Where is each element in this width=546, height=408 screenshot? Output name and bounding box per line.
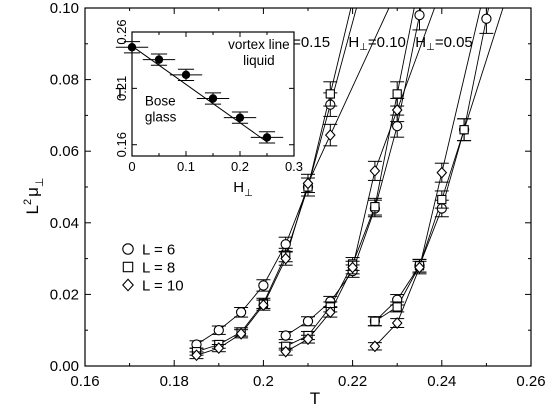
circle-marker [481, 13, 492, 24]
legend: L = 6L = 8L = 10 [122, 242, 184, 295]
diamond-marker [436, 166, 448, 179]
diamond-marker [347, 261, 358, 274]
legend-diamond-icon [122, 278, 134, 292]
square-marker [370, 202, 380, 212]
inset-y-tick-label: 0.21 [114, 76, 129, 101]
y-tick-label: 0.00 [50, 358, 79, 375]
y-tick-label: 0.10 [50, 0, 79, 17]
circle-marker [280, 239, 291, 250]
inset-data-point [235, 113, 245, 122]
legend-square-icon [122, 261, 134, 273]
inset-data-point [181, 70, 191, 80]
inset-x-tick-label: 0 [128, 159, 135, 174]
inset-x-tick-label: 0.1 [177, 159, 195, 174]
square-marker [370, 316, 380, 326]
diamond-marker [280, 345, 292, 358]
diamond-marker [324, 306, 336, 319]
annotation-h: H [415, 34, 426, 51]
diamond-marker [369, 164, 381, 177]
x-tick-label: 0.18 [160, 373, 189, 390]
legend-label: L = 10 [142, 278, 184, 295]
annotation-value: =0.10 [368, 34, 406, 51]
main-y-label-main: L [23, 205, 42, 214]
annotation-value: =0.05 [435, 34, 473, 51]
diamond-marker [235, 327, 247, 340]
legend-label: L = 6 [142, 242, 175, 259]
square-marker [392, 302, 402, 312]
vortex-liquid-label: liquid [243, 53, 275, 68]
inset-x-tick-label: 0.3 [285, 159, 303, 174]
inset-y-tick-label: 0.16 [114, 132, 129, 157]
square-marker [325, 89, 335, 99]
inset-x-label-sub: ⊥ [244, 188, 253, 199]
x-tick-label: 0.24 [427, 373, 456, 390]
diamond-marker [324, 129, 336, 142]
bose-glass-label: Bose [145, 93, 176, 108]
diamond-marker [414, 261, 425, 274]
circle-marker [258, 280, 269, 291]
square-marker [392, 89, 402, 99]
circle-marker [302, 316, 314, 327]
inset-x-label-main: H [233, 179, 244, 196]
main-y-label-tail: μ [23, 187, 42, 197]
inset-data-point [127, 43, 137, 52]
inset-data-point [262, 133, 272, 142]
x-tick-label: 0.22 [338, 373, 367, 390]
inset-y-axis-label: T [115, 85, 124, 102]
main-y-label-sub: ⊥ [34, 178, 46, 188]
inset-fit-line [131, 45, 268, 143]
main-x-axis-label: T [310, 389, 320, 408]
circle-marker [280, 330, 291, 341]
circle-marker [414, 10, 425, 21]
inset-x-tick-label: 0.2 [231, 159, 249, 174]
circle-marker [235, 307, 247, 318]
legend-circle-icon [122, 243, 134, 255]
x-tick-label: 0.26 [516, 373, 545, 390]
main-plot-area: 0.16 0.18 0.2 0.22 0.24 0.26 0.00 0.02 0.04 0.06 0… [50, 0, 546, 390]
diamond-marker [280, 252, 292, 265]
diamond-marker [302, 177, 314, 190]
svg-text:L2μ⊥: L2 μ⊥ [22, 178, 46, 215]
field-annotation: H⊥=0.10 [348, 34, 406, 53]
square-marker [459, 125, 469, 135]
data-markers [189, 8, 494, 362]
diamond-marker [391, 317, 403, 329]
diamond-marker [369, 340, 381, 353]
x-tick-label: 0.16 [70, 373, 99, 390]
main-y-label-sup: 2 [22, 199, 34, 205]
annotation-h: H [348, 34, 359, 51]
circle-marker [213, 325, 224, 336]
square-marker [437, 194, 447, 205]
diamond-marker [302, 333, 314, 346]
x-tick-label: 0.2 [253, 373, 274, 390]
y-tick-label: 0.06 [50, 143, 79, 160]
annotation-value: =0.15 [292, 34, 330, 51]
diamond-marker [213, 342, 225, 355]
legend-label: L = 8 [142, 260, 175, 277]
inset-data-point [208, 94, 218, 103]
vortex-liquid-label: vortex line [228, 37, 290, 52]
circle-marker [392, 120, 403, 132]
bose-glass-label: glass [145, 109, 177, 124]
inset-data-point [154, 55, 164, 64]
diamond-marker [391, 104, 403, 116]
diamond-marker [191, 349, 202, 362]
main-y-axis-label: L2 μ⊥ [22, 178, 46, 215]
inset-x-axis-label: H⊥ [233, 179, 253, 199]
inset-y-tick-label: 0.26 [114, 19, 129, 44]
y-tick-label: 0.08 [50, 72, 79, 89]
y-tick-label: 0.04 [50, 215, 79, 232]
y-tick-label: 0.02 [50, 286, 79, 303]
field-annotation: H⊥=0.05 [415, 34, 473, 53]
annotation-sub: ⊥ [359, 42, 368, 53]
diamond-marker [258, 299, 269, 312]
annotation-sub: ⊥ [426, 42, 435, 53]
